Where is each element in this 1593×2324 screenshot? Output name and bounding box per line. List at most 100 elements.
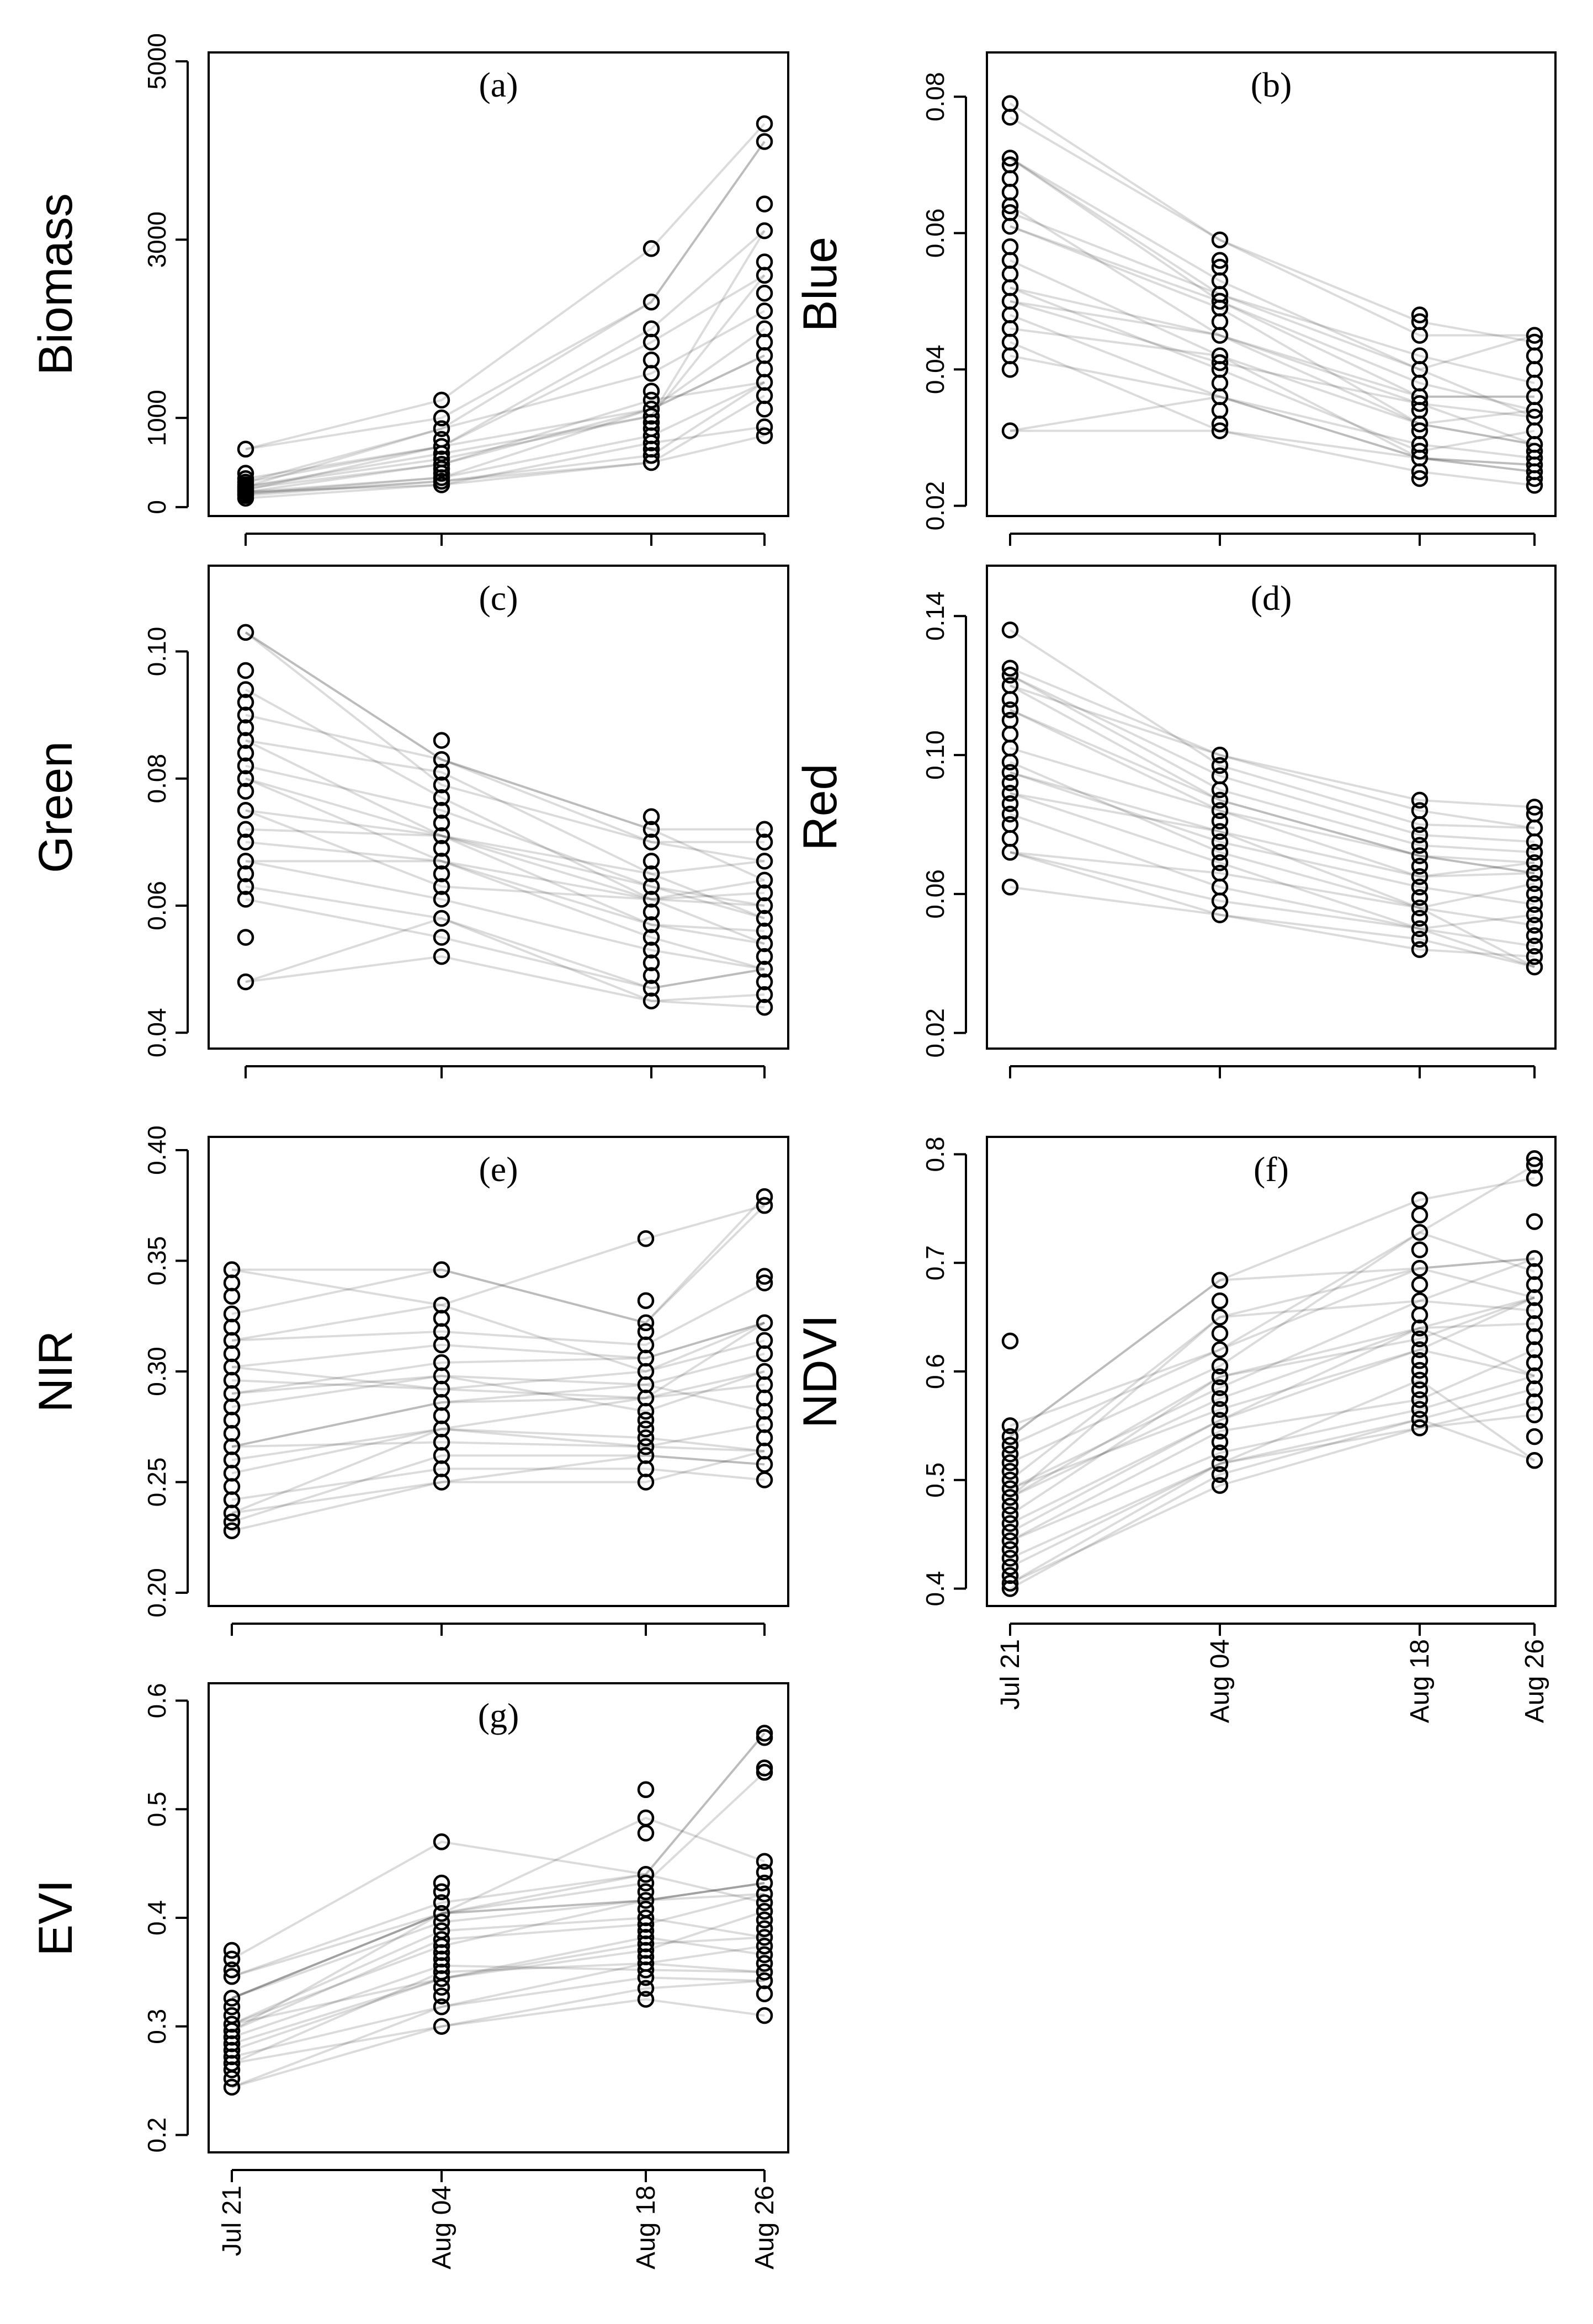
y-tick-label: 0.25 bbox=[142, 1458, 171, 1507]
data-point bbox=[1411, 1411, 1429, 1428]
data-point bbox=[433, 1913, 450, 1931]
data-point bbox=[756, 1911, 773, 1929]
data-point bbox=[642, 865, 660, 882]
data-point bbox=[637, 1909, 655, 1927]
data-point bbox=[756, 133, 773, 150]
data-point bbox=[433, 2018, 450, 2035]
data-point bbox=[223, 1305, 241, 1323]
connector-line bbox=[231, 1454, 765, 1514]
connector-line bbox=[245, 809, 765, 945]
data-point bbox=[756, 1894, 773, 1911]
data-point bbox=[433, 1354, 450, 1371]
data-point bbox=[756, 960, 773, 978]
data-point bbox=[237, 662, 254, 679]
connector-line bbox=[1009, 205, 1534, 398]
connector-line bbox=[231, 1873, 765, 2032]
data-point bbox=[433, 1261, 450, 1278]
connector-line bbox=[231, 1467, 765, 1501]
data-point bbox=[237, 891, 254, 908]
data-points bbox=[237, 624, 773, 1016]
data-point bbox=[756, 998, 773, 1016]
data-point bbox=[237, 624, 254, 641]
connector-line bbox=[1010, 286, 1535, 453]
connector-line bbox=[1010, 771, 1535, 910]
data-point bbox=[1211, 854, 1229, 871]
data-point bbox=[1411, 826, 1429, 844]
y-axis: 0.04 0.06 0.08 0.10 bbox=[142, 627, 189, 1057]
connector-line bbox=[245, 310, 765, 488]
connector-line bbox=[1010, 1413, 1535, 1584]
date-label: Aug 04 bbox=[427, 2185, 456, 2269]
data-points bbox=[1001, 1150, 1543, 1597]
connector-line bbox=[1010, 851, 1535, 968]
connector-line bbox=[1010, 259, 1535, 446]
data-point bbox=[756, 1972, 773, 1990]
data-point bbox=[1001, 1506, 1019, 1523]
data-point bbox=[1211, 1272, 1229, 1289]
connector-line bbox=[231, 1321, 765, 1368]
data-point bbox=[237, 465, 254, 482]
data-point bbox=[1526, 1315, 1543, 1332]
data-point bbox=[1211, 1455, 1229, 1472]
data-point bbox=[756, 973, 773, 991]
data-point bbox=[223, 2048, 241, 2066]
data-point bbox=[1411, 837, 1429, 854]
connector-line bbox=[1009, 1177, 1535, 1438]
data-point bbox=[1001, 621, 1019, 639]
data-point bbox=[1001, 785, 1019, 802]
connector-lines bbox=[1009, 1164, 1536, 1590]
data-point bbox=[756, 922, 773, 940]
connector-line bbox=[1010, 792, 1535, 878]
data-point bbox=[433, 827, 450, 844]
data-point bbox=[1526, 1169, 1543, 1187]
connector-line bbox=[231, 1892, 765, 1999]
data-point bbox=[1411, 1352, 1429, 1369]
data-point bbox=[637, 1901, 655, 1918]
data-point bbox=[1001, 1575, 1019, 1592]
data-point bbox=[433, 430, 450, 448]
connector-line bbox=[246, 860, 765, 971]
data-point bbox=[637, 1292, 655, 1309]
data-point bbox=[1001, 667, 1019, 684]
connector-lines bbox=[231, 1195, 766, 1532]
connector-line bbox=[231, 1204, 765, 1306]
y-tick-label: 0.8 bbox=[921, 1137, 949, 1172]
data-point bbox=[1211, 1466, 1229, 1483]
panel-title: (c) bbox=[479, 578, 518, 618]
connector-line bbox=[231, 1423, 765, 1448]
data-point bbox=[1526, 443, 1543, 460]
data-point bbox=[1411, 930, 1429, 948]
data-point bbox=[433, 1987, 450, 2004]
data-point bbox=[1001, 1332, 1019, 1350]
data-point bbox=[642, 446, 660, 464]
data-point bbox=[637, 1866, 655, 1883]
data-points bbox=[237, 115, 773, 507]
data-point bbox=[1526, 1156, 1543, 1174]
data-point bbox=[637, 1420, 655, 1438]
data-point bbox=[642, 891, 660, 908]
y-axis: 0.2 0.3 0.4 0.5 0.6 bbox=[142, 1683, 189, 2152]
data-point bbox=[223, 1961, 241, 1979]
panel-title: (d) bbox=[1251, 578, 1292, 618]
connector-line bbox=[1010, 1300, 1535, 1490]
connector-line bbox=[1010, 300, 1535, 418]
data-point bbox=[237, 821, 254, 838]
data-point bbox=[223, 2041, 241, 2059]
data-point bbox=[756, 1885, 773, 1902]
data-point bbox=[237, 878, 254, 895]
date-label: Aug 26 bbox=[750, 2185, 779, 2269]
connector-lines bbox=[1009, 102, 1535, 487]
panel-title: (g) bbox=[478, 1696, 519, 1735]
data-point bbox=[1211, 422, 1229, 439]
y-tick-label: 0.4 bbox=[921, 1571, 949, 1607]
data-point bbox=[433, 1905, 450, 1922]
connector-line bbox=[231, 1370, 765, 1413]
connector-line bbox=[1010, 395, 1535, 466]
connector-line bbox=[1010, 1322, 1535, 1525]
data-point bbox=[1526, 927, 1543, 944]
y-tick-label: 0.30 bbox=[142, 1347, 171, 1396]
y-axis-title: Biomass bbox=[29, 193, 82, 375]
y-tick-label: 0.3 bbox=[142, 2009, 171, 2044]
